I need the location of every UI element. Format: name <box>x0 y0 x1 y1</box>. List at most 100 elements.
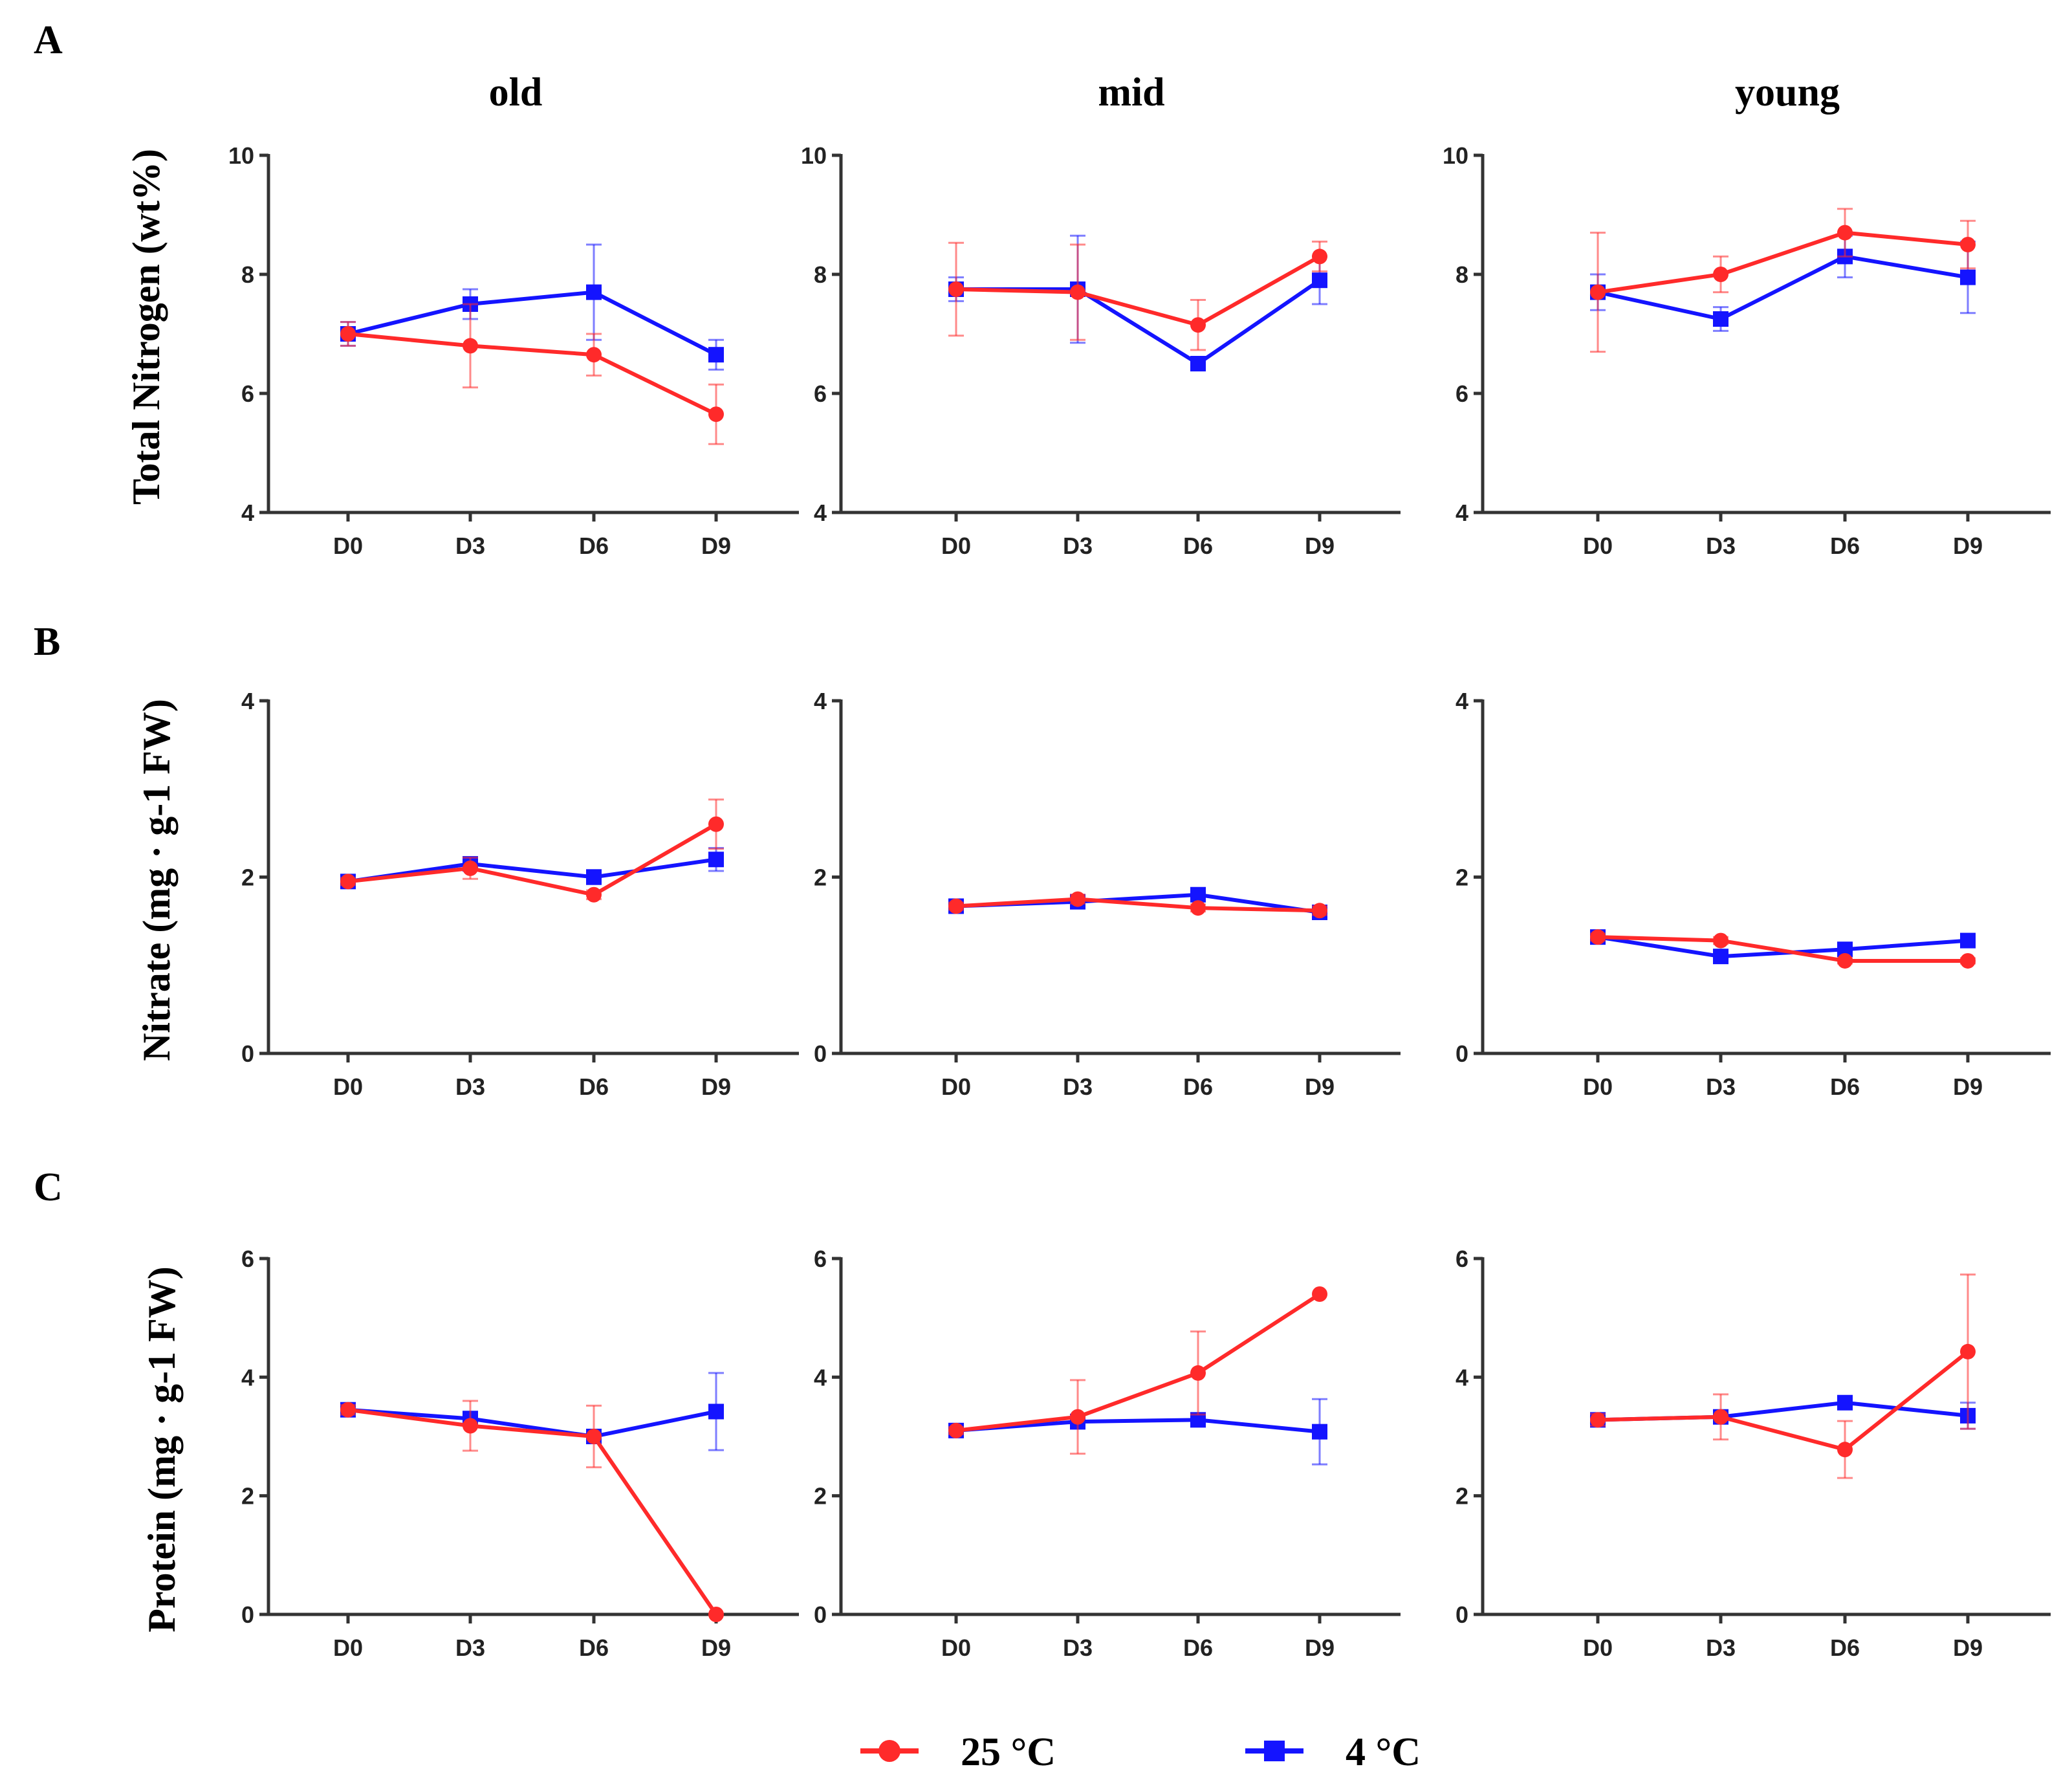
data-point-25c <box>1190 1365 1206 1381</box>
y-tick-label: 2 <box>814 1483 827 1510</box>
y-tick-label: 4 <box>814 688 827 714</box>
series-line-25c <box>955 254 1321 327</box>
y-tick-label: 6 <box>814 1246 827 1272</box>
y-tick-label: 6 <box>814 380 827 407</box>
data-point-25c <box>1190 900 1206 916</box>
chart-c-young: 0 2 4 6 D0 D3 D6 D9 <box>1456 1246 2051 1661</box>
y-tick-label: 10 <box>801 142 827 169</box>
data-point-25c <box>1713 1409 1728 1425</box>
chart-c-old: 0 2 4 6 D0 D3 D6 D9 <box>241 1246 799 1661</box>
data-point-25c <box>1590 1412 1606 1428</box>
y-tick-label: 4 <box>241 688 254 714</box>
chart-a-old: 4 6 8 10 D0 D3 D6 D9 <box>228 142 799 559</box>
data-point-4c <box>1960 269 1976 285</box>
x-tick-label: D9 <box>1305 1073 1335 1100</box>
data-point-25c <box>586 886 602 903</box>
chart-b-young: 0 2 4 D0 D3 D6 D9 <box>1456 688 2051 1100</box>
data-point-25c <box>463 1418 478 1434</box>
x-tick-label: D0 <box>1583 533 1613 559</box>
chart-c-mid: 0 2 4 6 D0 D3 D6 D9 <box>814 1246 1401 1661</box>
series-25c <box>1590 1273 1976 1479</box>
series-line-25c <box>1597 230 1968 294</box>
panel-letter-a: A <box>34 18 63 62</box>
x-tick-label: D9 <box>701 1634 731 1661</box>
data-point-25c <box>463 338 478 354</box>
y-tick-label: 8 <box>814 261 827 288</box>
x-tick-label: D3 <box>1063 1634 1093 1661</box>
series-line-25c <box>1597 935 1968 963</box>
data-point-4c <box>1190 356 1206 371</box>
data-point-25c <box>1837 225 1853 241</box>
series-line-4c <box>1597 935 1968 959</box>
y-tick-label: 6 <box>241 1246 254 1272</box>
series-4c <box>948 1398 1327 1466</box>
y-tick-label: 6 <box>241 380 254 407</box>
x-tick-label: D6 <box>1830 1634 1860 1661</box>
x-tick-label: D6 <box>579 1073 609 1100</box>
data-point-25c <box>586 347 602 363</box>
panel-letter-c: C <box>34 1165 63 1209</box>
y-tick-label: 6 <box>1456 1246 1468 1272</box>
y-tick-label: 4 <box>814 500 827 526</box>
y-tick-label: 0 <box>241 1040 254 1067</box>
series-25c <box>948 1286 1327 1455</box>
data-point-25c <box>463 860 478 876</box>
column-title-old: old <box>489 71 543 115</box>
y-tick-label: 4 <box>814 1364 827 1391</box>
data-point-25c <box>948 281 964 297</box>
data-point-25c <box>948 1422 964 1438</box>
series-line-4c <box>955 1418 1320 1434</box>
x-tick-label: D0 <box>1583 1634 1613 1661</box>
y-tick-label: 0 <box>241 1601 254 1628</box>
data-point-4c <box>1190 886 1206 903</box>
y-tick-label: 0 <box>814 1601 827 1628</box>
legend-label-4c: 4 °C <box>1346 1730 1421 1774</box>
x-tick-label: D0 <box>333 1634 363 1661</box>
series-25c <box>948 240 1327 351</box>
series-line-25c <box>347 332 717 416</box>
data-point-25c <box>586 1429 602 1444</box>
x-tick-label: D9 <box>701 1073 731 1100</box>
series-25c <box>948 891 1327 919</box>
series-4c <box>340 1372 724 1451</box>
series-line-25c <box>347 1407 718 1616</box>
x-tick-label: D9 <box>1953 1073 1983 1100</box>
data-point-4c <box>708 1403 724 1420</box>
x-tick-label: D0 <box>333 1073 363 1100</box>
x-tick-label: D3 <box>1063 533 1093 559</box>
data-point-4c <box>708 852 724 868</box>
data-point-4c <box>708 347 724 363</box>
data-point-25c <box>1960 1343 1976 1359</box>
data-point-25c <box>1590 929 1606 945</box>
x-tick-label: D0 <box>941 1073 971 1100</box>
series-25c <box>340 798 724 903</box>
data-point-25c <box>708 406 724 423</box>
data-point-25c <box>1312 248 1327 265</box>
x-tick-label: D3 <box>455 1634 485 1661</box>
x-tick-label: D3 <box>455 533 485 559</box>
series-25c <box>340 303 724 445</box>
ylabel-protein: Protein (mg · g-1 FW) <box>140 1266 183 1632</box>
data-point-25c <box>1960 237 1976 252</box>
data-point-4c <box>1312 272 1327 289</box>
x-tick-label: D6 <box>1830 1073 1860 1100</box>
series-4c <box>1590 1394 1976 1430</box>
series-line-25c <box>955 897 1320 913</box>
data-point-25c <box>340 326 356 342</box>
data-point-4c <box>586 284 602 300</box>
data-point-25c <box>1960 952 1976 969</box>
series-4c <box>948 234 1327 371</box>
y-tick-label: 2 <box>1456 1483 1468 1510</box>
y-tick-label: 8 <box>241 261 254 288</box>
y-tick-label: 0 <box>1456 1601 1468 1628</box>
data-point-25c <box>1837 1442 1853 1458</box>
data-point-25c <box>708 1607 724 1622</box>
x-tick-label: D6 <box>579 533 609 559</box>
series-line-4c <box>347 857 717 884</box>
x-tick-label: D6 <box>1183 1073 1213 1100</box>
y-tick-label: 2 <box>241 1483 254 1510</box>
x-tick-label: D0 <box>333 533 363 559</box>
data-point-25c <box>708 816 724 832</box>
y-tick-label: 2 <box>814 864 827 891</box>
y-tick-label: 4 <box>241 1364 254 1391</box>
